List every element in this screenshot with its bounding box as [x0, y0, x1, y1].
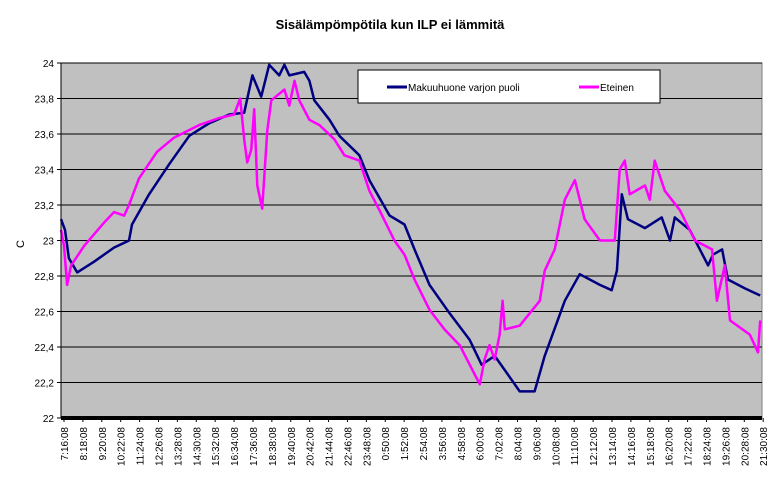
x-tick-label: 1:52:08 [400, 427, 411, 461]
legend-label-makuuhuone: Makuuhuone varjon puoli [408, 83, 520, 94]
x-axis: 7:16:08 8:18:08 9:20:08 10:22:08 11:24:08 12:… [60, 418, 770, 466]
x-tick-label: 15:32:08 [211, 427, 222, 466]
x-tick-label: 7:02:08 [495, 427, 506, 461]
series-line-eteinen [59, 79, 762, 386]
x-tick-label: 3:56:08 [438, 427, 449, 461]
x-tick-label: 22:46:08 [343, 427, 354, 466]
y-tick-label: 22,2 [35, 379, 55, 390]
y-tick-label: 23 [43, 237, 55, 248]
x-tick-label: 19:26:08 [721, 427, 732, 466]
x-tick-label: 0:50:08 [381, 427, 392, 461]
x-tick-label: 18:24:08 [702, 427, 713, 466]
y-tick-label: 22,4 [35, 343, 55, 354]
x-tick-label: 23:48:08 [362, 427, 373, 466]
x-tick-label: 16:20:08 [665, 427, 676, 466]
x-tick-label: 18:38:08 [268, 427, 279, 466]
y-tick-label: 23,8 [35, 95, 55, 106]
series-line-makuuhuone [59, 63, 761, 393]
x-tick-label: 21:30:08 [759, 427, 770, 466]
chart-title: Sisälämpömpötila kun ILP ei lämmitä [276, 17, 506, 32]
x-tick-label: 12:26:08 [154, 427, 165, 466]
x-tick-label: 17:36:08 [249, 427, 260, 466]
x-tick-label: 8:18:08 [79, 427, 90, 461]
y-tick-label: 23,2 [35, 201, 55, 212]
series-lines [59, 63, 762, 393]
legend-box [357, 69, 661, 104]
x-tick-label: 9:06:08 [532, 427, 543, 461]
x-tick-label: 9:20:08 [98, 427, 109, 461]
x-tick-label: 21:44:08 [325, 427, 336, 466]
x-tick-label: 11:10:08 [570, 427, 581, 466]
y-tick-label: 22,6 [35, 308, 55, 319]
x-tick-label: 14:30:08 [192, 427, 203, 466]
x-tick-label: 17:22:08 [684, 427, 695, 466]
legend-label-eteinen: Eteinen [600, 83, 634, 94]
x-tick-label: 10:22:08 [117, 427, 128, 466]
x-tick-label: 6:00:08 [476, 427, 487, 461]
x-tick-label: 11:24:08 [136, 427, 147, 466]
x-tick-label: 19:40:08 [287, 427, 298, 466]
x-tick-label: 20:28:08 [740, 427, 751, 466]
x-tick-label: 20:42:08 [306, 427, 317, 466]
legend: Makuuhuone varjon puoli Eteinen [357, 69, 661, 104]
y-tick-label: 23,6 [35, 130, 55, 141]
x-tick-label: 16:34:08 [230, 427, 241, 466]
x-tick-label: 4:58:08 [457, 427, 468, 461]
y-axis-label: C [15, 240, 27, 248]
x-tick-label: 15:18:08 [646, 427, 657, 466]
x-tick-label: 13:28:08 [173, 427, 184, 466]
x-tick-label: 14:16:08 [627, 427, 638, 466]
x-tick-label: 2:54:08 [419, 427, 430, 461]
y-tick-label: 22 [43, 414, 55, 425]
x-tick-label: 13:14:08 [608, 427, 619, 466]
x-tick-label: 8:04:08 [514, 427, 525, 461]
x-tick-label: 12:12:08 [589, 427, 600, 466]
y-tick-label: 23,4 [35, 166, 55, 177]
y-tick-label: 22,8 [35, 272, 55, 283]
y-axis: 22 22,2 22,4 22,6 22,8 23 23,2 23,4 23,6 23,8 24 [35, 59, 61, 425]
x-tick-label: 10:08:08 [551, 427, 562, 466]
x-tick-label: 7:16:08 [60, 427, 71, 461]
y-tick-label: 24 [43, 59, 55, 70]
